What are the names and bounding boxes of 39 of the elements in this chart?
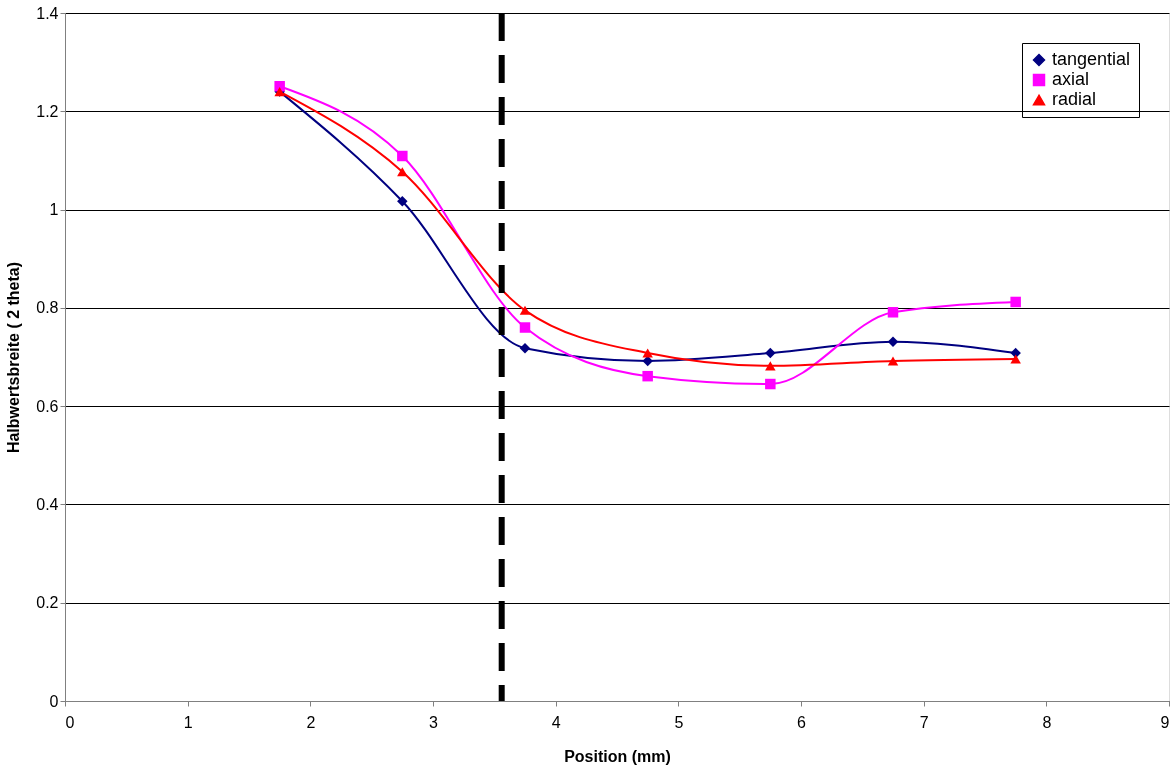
point	[887, 336, 899, 348]
x-tick-label: 4	[551, 713, 561, 731]
point	[397, 150, 408, 162]
x-axis-title: Position (mm)	[564, 747, 671, 765]
point	[887, 307, 899, 318]
point	[765, 361, 776, 371]
x-tick-label: 2	[306, 713, 316, 731]
y-tick-label: 1	[49, 201, 59, 219]
x-tick-label: 7	[919, 713, 929, 731]
y-tick-label: 0.2	[36, 594, 59, 612]
point	[519, 342, 531, 354]
x-tick-label: 3	[429, 713, 439, 731]
x-tick-label: 5	[674, 713, 684, 731]
y-tick-label: 1.2	[36, 102, 59, 120]
y-tick-label: 1.4	[36, 4, 59, 22]
point	[642, 348, 653, 358]
x-tick-label: 1	[183, 713, 193, 731]
point	[397, 195, 408, 207]
point	[519, 305, 531, 315]
x-tick-label: 6	[797, 713, 807, 731]
legend-label: axial	[1052, 69, 1090, 89]
point	[397, 167, 408, 177]
y-tick-label: 0.4	[36, 495, 59, 513]
point	[1010, 296, 1021, 308]
x-tick-label: 9	[1160, 713, 1170, 731]
x-tick-label: 8	[1042, 713, 1052, 731]
point	[765, 347, 776, 359]
point	[765, 378, 776, 390]
legend-label: radial	[1052, 89, 1097, 109]
point	[887, 356, 899, 366]
point	[1010, 354, 1021, 364]
y-tick-label: 0.8	[36, 299, 59, 317]
legend-label: tangential	[1052, 49, 1131, 69]
y-tick-label: 0	[49, 692, 59, 710]
point	[519, 322, 531, 333]
y-axis-title: Halbwertsbreite ( 2 theta)	[5, 261, 23, 454]
x-tick-label: 0	[65, 713, 75, 731]
y-tick-label: 0.6	[36, 397, 59, 415]
point	[642, 370, 653, 382]
